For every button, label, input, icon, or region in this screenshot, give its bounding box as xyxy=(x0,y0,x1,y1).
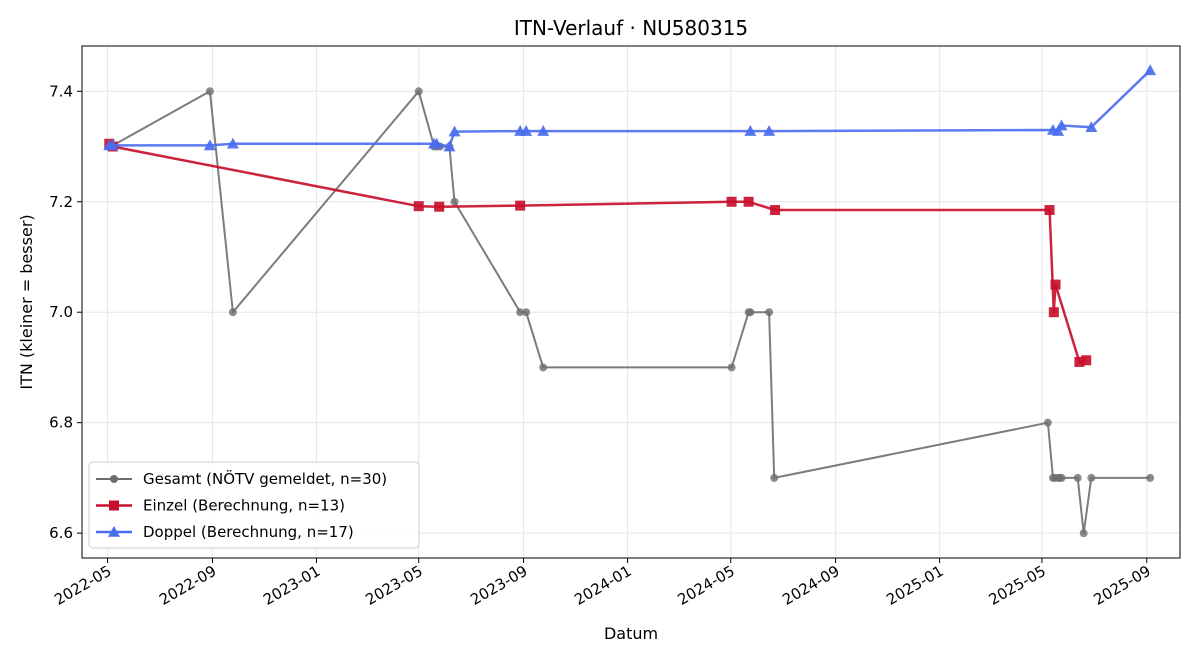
x-axis: 2022-05 2022-09 2023-01 2023-05 2023-09 2024-… xyxy=(51,558,1154,609)
legend-label: Doppel (Berechnung, n=17) xyxy=(143,523,354,541)
data-point xyxy=(516,308,525,317)
data-point xyxy=(1050,279,1061,290)
data-point xyxy=(537,125,550,136)
x-axis-label: Datum xyxy=(604,624,658,643)
data-point xyxy=(106,139,119,151)
data-point xyxy=(1055,119,1068,131)
data-point xyxy=(413,201,424,212)
data-point xyxy=(763,125,776,136)
y-tick-label: 7.4 xyxy=(49,82,73,100)
data-point xyxy=(226,137,239,149)
x-tick-label: 2025-01 xyxy=(883,562,946,609)
data-point xyxy=(522,308,531,317)
data-point xyxy=(1074,356,1085,367)
data-point xyxy=(228,308,237,317)
x-tick-label: 2025-05 xyxy=(986,562,1049,609)
data-point xyxy=(1057,473,1066,482)
data-point xyxy=(1043,418,1052,427)
legend-marker xyxy=(109,500,119,511)
data-point xyxy=(515,200,526,211)
data-point xyxy=(770,473,779,482)
data-point xyxy=(1081,355,1092,366)
data-point xyxy=(520,125,533,136)
data-point xyxy=(434,201,445,212)
data-point xyxy=(448,125,461,137)
legend-item: Doppel (Berechnung, n=17) xyxy=(96,523,354,541)
data-point xyxy=(743,196,754,207)
series-line xyxy=(109,69,1152,148)
legend-marker xyxy=(110,475,118,483)
chart-title: ITN-Verlauf · NU580315 xyxy=(514,16,748,40)
data-point xyxy=(450,197,459,206)
x-tick-label: 2023-05 xyxy=(362,562,425,609)
y-tick-label: 7.0 xyxy=(49,303,73,321)
data-point xyxy=(205,87,214,96)
legend-item: Gesamt (NÖTV gemeldet, n=30) xyxy=(96,469,387,488)
data-point xyxy=(746,308,755,317)
y-tick-label: 6.6 xyxy=(49,524,73,542)
data-point xyxy=(770,205,781,216)
plot-frame xyxy=(81,45,1181,559)
data-point xyxy=(1048,307,1059,318)
series-1 xyxy=(104,138,1092,367)
x-tick-label: 2025-09 xyxy=(1090,562,1153,609)
data-point xyxy=(765,308,774,317)
data-point xyxy=(430,137,443,149)
data-point xyxy=(1044,205,1055,216)
x-tick-label: 2022-05 xyxy=(51,562,114,609)
data-point xyxy=(203,139,216,151)
data-point xyxy=(539,363,548,372)
y-axis-label: ITN (kleiner = besser) xyxy=(17,214,36,389)
data-point xyxy=(414,87,423,96)
series-layer xyxy=(103,64,1157,538)
x-tick-label: 2024-05 xyxy=(674,562,737,609)
data-point xyxy=(1144,64,1157,76)
y-tick-label: 7.2 xyxy=(49,193,73,211)
y-tick-label: 6.8 xyxy=(49,414,73,432)
x-tick-label: 2023-09 xyxy=(467,562,530,609)
series-2 xyxy=(103,64,1157,152)
data-point xyxy=(1146,473,1155,482)
data-point xyxy=(1087,473,1096,482)
data-point xyxy=(744,125,757,136)
legend-marker xyxy=(108,526,120,537)
data-point xyxy=(1052,125,1065,136)
legend-item: Einzel (Berechnung, n=13) xyxy=(96,497,345,515)
legend: Gesamt (NÖTV gemeldet, n=30) Einzel (Bere… xyxy=(88,461,420,549)
x-tick-label: 2024-01 xyxy=(571,562,634,609)
legend-label: Gesamt (NÖTV gemeldet, n=30) xyxy=(143,469,387,488)
legend-label: Einzel (Berechnung, n=13) xyxy=(143,497,345,515)
series-0 xyxy=(105,87,1155,538)
data-point xyxy=(1079,529,1088,538)
x-tick-label: 2022-09 xyxy=(156,562,219,609)
data-point xyxy=(727,363,736,372)
legend-box xyxy=(88,461,420,549)
x-tick-label: 2023-01 xyxy=(260,562,323,609)
data-point xyxy=(1085,121,1098,132)
data-point xyxy=(443,140,456,152)
data-point xyxy=(1073,473,1082,482)
x-tick-label: 2024-09 xyxy=(779,562,842,609)
data-point xyxy=(726,196,737,207)
y-axis: 6.6 6.8 7.0 7.2 7.4 xyxy=(49,82,82,542)
